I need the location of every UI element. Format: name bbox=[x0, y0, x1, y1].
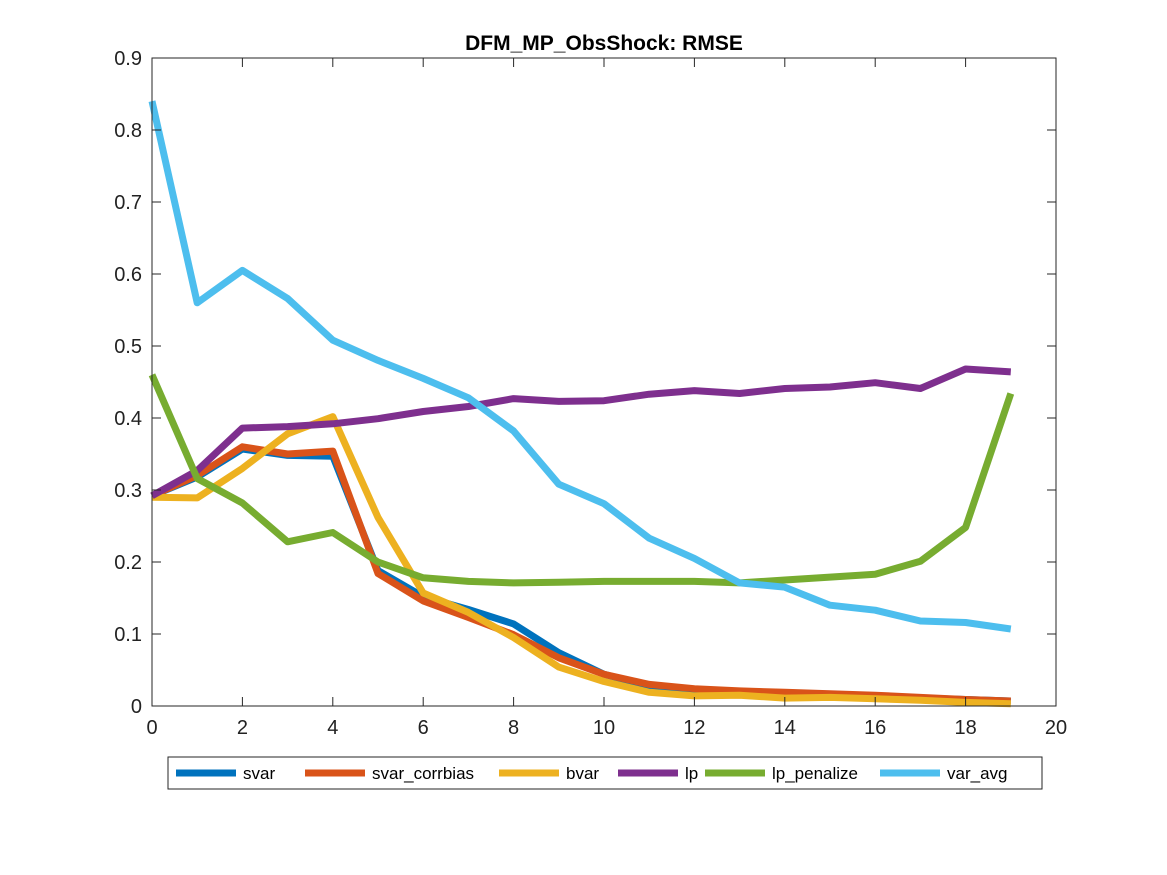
x-tick-label: 4 bbox=[327, 717, 338, 739]
x-tick-label: 20 bbox=[1045, 717, 1067, 739]
axes-box bbox=[151, 57, 1057, 707]
x-tick-label: 18 bbox=[954, 717, 976, 739]
y-tick-label: 0.6 bbox=[114, 264, 142, 286]
x-tick-label: 0 bbox=[146, 717, 157, 739]
y-tick-label: 0.5 bbox=[114, 336, 142, 358]
legend-label-bvar: bvar bbox=[566, 764, 599, 783]
x-tick-label: 14 bbox=[774, 717, 796, 739]
x-tick-label: 6 bbox=[418, 717, 429, 739]
legend-label-lp: lp bbox=[685, 764, 698, 783]
y-tick-label: 0.8 bbox=[114, 120, 142, 142]
x-tick-label: 2 bbox=[237, 717, 248, 739]
series-line-lp_penalize bbox=[148, 373, 1015, 587]
legend-label-svar_corrbias: svar_corrbias bbox=[372, 764, 474, 783]
series-layer bbox=[148, 100, 1015, 708]
legend: svar svar_corrbias bvar lp lp_penalize var_av… bbox=[167, 756, 1043, 790]
chart-title: DFM_MP_ObsShock: RMSE bbox=[465, 32, 743, 55]
series-line-svar_corrbias bbox=[150, 443, 1011, 705]
y-tick-label: 0 bbox=[131, 696, 142, 718]
x-tick-label: 8 bbox=[508, 717, 519, 739]
x-axis: 0 2 4 6 8 10 12 14 16 18 20 bbox=[146, 58, 1067, 739]
y-tick-label: 0.7 bbox=[114, 192, 142, 214]
x-tick-label: 16 bbox=[864, 717, 886, 739]
y-tick-label: 0.2 bbox=[114, 552, 142, 574]
y-axis: 0 0.1 0.2 0.3 0.4 0.5 0.6 0.7 0.8 0.9 bbox=[114, 48, 1056, 718]
series-line-var_avg bbox=[148, 100, 1012, 633]
x-tick-label: 12 bbox=[683, 717, 705, 739]
series-line-bvar bbox=[151, 413, 1011, 708]
legend-label-lp_penalize: lp_penalize bbox=[772, 764, 858, 783]
y-tick-label: 0.4 bbox=[114, 408, 142, 430]
series-line-lp bbox=[150, 365, 1012, 499]
y-tick-label: 0.1 bbox=[114, 624, 142, 646]
legend-label-svar: svar bbox=[243, 764, 275, 783]
y-tick-label: 0.9 bbox=[114, 48, 142, 70]
y-tick-label: 0.3 bbox=[114, 480, 142, 502]
x-tick-label: 10 bbox=[593, 717, 615, 739]
legend-label-var_avg: var_avg bbox=[947, 764, 1007, 783]
